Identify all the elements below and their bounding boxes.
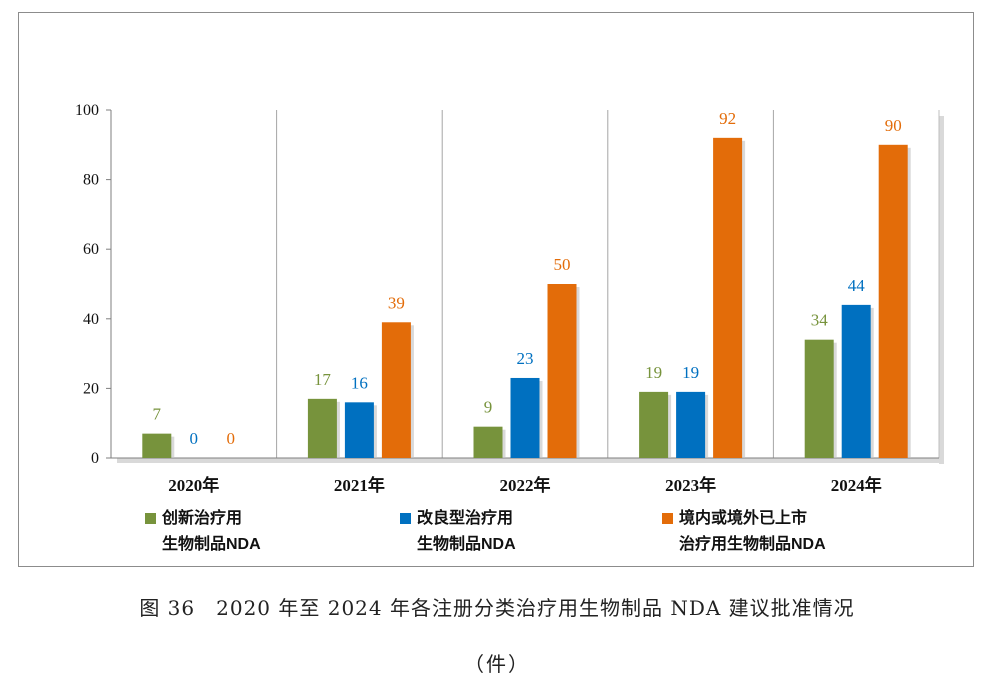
plot-area-shadow-bottom xyxy=(117,458,944,463)
data-label: 7 xyxy=(153,405,162,424)
bar xyxy=(841,304,871,458)
bar xyxy=(344,402,374,458)
data-label: 19 xyxy=(682,363,699,382)
legend-swatch-improved xyxy=(400,513,411,524)
legend-label-line2: 治疗用生物制品NDA xyxy=(679,536,826,553)
y-tick-label: 40 xyxy=(83,311,99,328)
y-tick-label: 80 xyxy=(83,172,99,189)
data-label: 34 xyxy=(811,311,829,330)
data-label: 0 xyxy=(227,429,236,448)
data-label: 90 xyxy=(885,116,902,135)
data-label: 17 xyxy=(314,370,332,389)
data-label: 44 xyxy=(848,276,866,295)
data-label: 16 xyxy=(351,373,368,392)
y-tick-label: 0 xyxy=(91,450,99,467)
legend-label-line2: 生物制品NDA xyxy=(162,536,261,553)
data-label: 50 xyxy=(554,255,571,274)
y-tick-label: 60 xyxy=(83,241,99,258)
x-tick-label: 2022年 xyxy=(500,475,551,495)
x-tick-label: 2023年 xyxy=(665,475,716,495)
data-label: 39 xyxy=(388,293,405,312)
data-label: 9 xyxy=(484,398,493,417)
y-tick-label: 100 xyxy=(75,102,99,119)
bar xyxy=(473,426,503,458)
legend-label-line1: 创新治疗用 xyxy=(162,510,243,527)
bar xyxy=(381,322,411,458)
bar-chart: 0 20 40 60 80 100 7 0 0 2020年 17 16 39 2021年 9 23 50 2022… xyxy=(75,102,944,495)
x-tick-label: 2021年 xyxy=(334,475,385,495)
bar xyxy=(676,391,706,458)
bar xyxy=(878,144,908,459)
data-label: 19 xyxy=(645,363,662,382)
data-label: 0 xyxy=(190,429,199,448)
bar xyxy=(142,433,172,458)
bar xyxy=(510,377,540,458)
bar xyxy=(804,339,834,458)
x-tick-label: 2020年 xyxy=(168,475,219,495)
bar xyxy=(547,284,577,458)
legend-swatch-marketed xyxy=(662,513,673,524)
plot-area-shadow-right xyxy=(939,116,944,464)
chart-frame: 0 20 40 60 80 100 7 0 0 2020年 17 16 39 2021年 9 23 50 2022… xyxy=(18,12,974,567)
legend-item-marketed: 境内或境外已上市 治疗用生物制品NDA xyxy=(662,506,826,558)
figure-caption: 图 36 2020 年至 2024 年各注册分类治疗用生物制品 NDA 建议批准… xyxy=(139,596,855,620)
legend-label-line2: 生物制品NDA xyxy=(417,536,516,553)
bar xyxy=(639,391,669,458)
legend-item-improved: 改良型治疗用 生物制品NDA xyxy=(400,506,516,558)
legend-label-line1: 改良型治疗用 xyxy=(417,510,514,527)
legend-swatch-innovative xyxy=(145,513,156,524)
data-label: 23 xyxy=(517,349,534,368)
y-tick-label: 20 xyxy=(83,380,99,397)
data-label: 92 xyxy=(719,109,736,128)
figure-caption-unit: （件） xyxy=(464,652,530,676)
legend-label-line1: 境内或境外已上市 xyxy=(679,510,808,527)
x-tick-label: 2024年 xyxy=(831,475,882,495)
bar xyxy=(307,398,337,458)
bar xyxy=(713,137,743,458)
legend-item-innovative: 创新治疗用 生物制品NDA xyxy=(145,506,261,558)
